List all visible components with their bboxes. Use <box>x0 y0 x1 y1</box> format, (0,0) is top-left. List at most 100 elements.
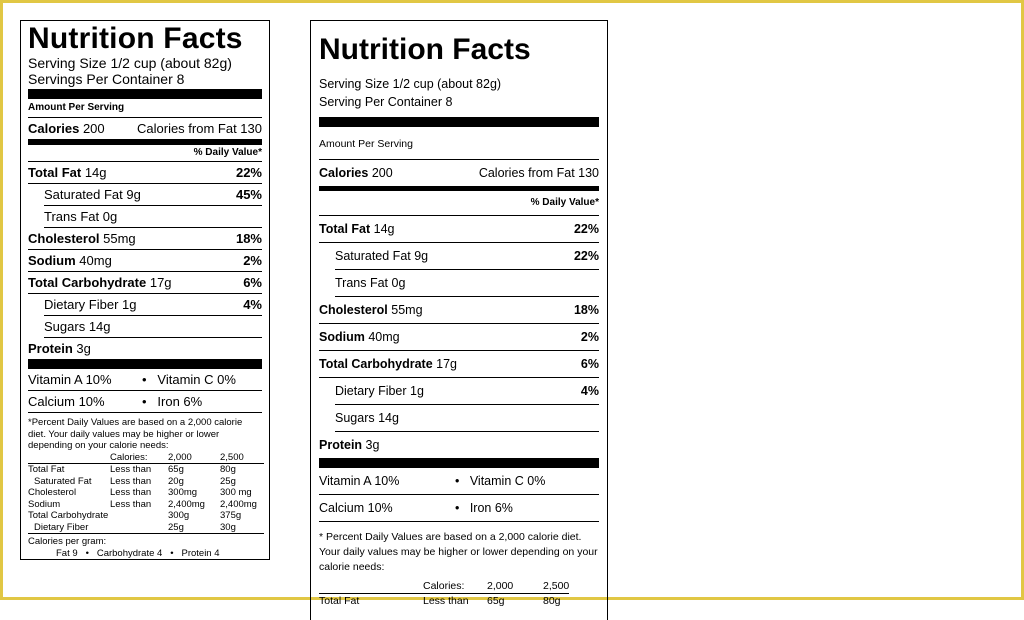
bullet: • <box>142 372 147 387</box>
dv-cell: Sodium <box>28 498 61 510</box>
label-title: Nutrition Facts <box>319 33 531 66</box>
calories-label: Calories <box>28 121 80 136</box>
serving-size: Serving Size 1/2 cup (about 82g) <box>28 55 232 71</box>
dv-cell <box>28 451 110 464</box>
nutrient-dv: 6% <box>243 275 262 290</box>
dv-table-header: Calories: 2,000 2,500 <box>28 451 264 464</box>
dv-cell: 2,000 <box>487 579 543 594</box>
nutrient-amount: 3g <box>76 341 91 356</box>
nutrient-row-total-carbohydrate: Total Carbohydrate 17g 6% <box>28 272 262 294</box>
dv-cell: 300g <box>168 510 190 521</box>
cpg-carbohydrate: Carbohydrate 4 <box>96 548 163 559</box>
nutrient-name: Trans Fat <box>335 276 389 290</box>
calories-value: 200 <box>371 166 393 180</box>
nutrient-name: Trans Fat <box>44 209 100 224</box>
nutrient-row-saturated-fat: Saturated Fat 9g 22% <box>335 243 599 270</box>
nutrient-row-total-fat: Total Fat 14g 22% <box>319 216 599 243</box>
medium-divider <box>319 186 599 191</box>
servings-per-container: Servings Per Container 8 <box>28 71 185 87</box>
nutrient-amount: 9g <box>414 249 429 263</box>
dv-cell: Dietary Fiber <box>28 521 110 534</box>
vitamin-c: Vitamin C 0% <box>469 474 546 488</box>
nutrient-name: Cholesterol <box>28 231 100 246</box>
dv-cell: Total Fat <box>28 464 65 475</box>
dv-cell: 2,500 <box>543 579 570 594</box>
footnote: *Percent Daily Values are based on a 2,0… <box>28 417 243 451</box>
nutrient-name: Cholesterol <box>319 303 388 317</box>
dv-cell <box>110 521 168 534</box>
dv-table-row: Sodium Less than 2,400mg 2,400mg <box>28 499 264 511</box>
calories-per-gram: Calories per gram: <box>28 536 107 547</box>
nutrient-name: Sodium <box>28 253 76 268</box>
dv-cell: 30g <box>220 521 264 534</box>
dv-cell: Less than <box>110 475 152 487</box>
dv-table-row: Dietary Fiber 25g 30g <box>28 521 264 534</box>
nutrient-row-sodium: Sodium 40mg 2% <box>319 324 599 351</box>
nutrient-amount: 14g <box>378 411 399 425</box>
thick-divider <box>28 89 262 99</box>
vitamin-a: Vitamin A 10% <box>319 474 400 488</box>
nutrient-name: Protein <box>319 438 363 452</box>
dv-table-row: Total Fat Less than 65g 80g <box>319 594 569 609</box>
dv-cell: 80g <box>220 464 236 475</box>
nutrient-name: Total Carbohydrate <box>319 357 433 371</box>
nutrient-dv: 4% <box>243 297 262 312</box>
dv-cell: Less than <box>110 498 152 510</box>
nutrient-amount: 0g <box>391 276 406 290</box>
amount-per-serving: Amount Per Serving <box>28 99 262 118</box>
nutrient-amount: 17g <box>149 275 172 290</box>
nutrient-row-sugars: Sugars 14g <box>44 316 262 338</box>
dv-table-row: Saturated Fat Less than 20g 25g <box>28 476 264 488</box>
dv-cell: 300 mg <box>220 487 252 498</box>
dv-cell <box>110 510 168 522</box>
nutrient-amount: 40mg <box>79 253 112 268</box>
dv-cell: Less than <box>423 595 469 607</box>
serving-size: Serving Size 1/2 cup (about 82g) <box>319 77 502 91</box>
nutrient-dv: 22% <box>235 165 262 180</box>
nutrient-name: Dietary Fiber <box>335 384 407 398</box>
cpg-protein: Protein 4 <box>181 548 220 559</box>
nutrient-row-protein: Protein 3g <box>319 432 599 458</box>
dv-cell: Calories: <box>110 451 168 464</box>
thick-divider <box>28 359 262 369</box>
nutrition-label-left: Nutrition Facts Serving Size 1/2 cup (ab… <box>20 20 270 560</box>
calories-from-fat: Calories from Fat 130 <box>137 121 262 136</box>
dv-cell: Less than <box>110 487 152 498</box>
bullet: • <box>455 501 460 515</box>
nutrient-dv: 2% <box>580 330 599 344</box>
nutrient-dv: 18% <box>235 231 262 246</box>
dv-cell: 2,400mg <box>168 498 205 510</box>
dv-cell: 65g <box>168 464 184 475</box>
nutrient-name: Total Carbohydrate <box>28 275 147 290</box>
nutrient-amount: 3g <box>365 438 380 452</box>
dv-cell: Saturated Fat <box>34 475 92 487</box>
nutrient-dv: 45% <box>235 187 262 202</box>
nutrient-row-sugars: Sugars 14g <box>335 405 599 432</box>
calories-from-fat: Calories from Fat 130 <box>478 166 599 180</box>
nutrient-row-cholesterol: Cholesterol 55mg 18% <box>28 228 262 250</box>
dv-cell: 25g <box>168 521 220 534</box>
nutrient-amount: 55mg <box>103 231 136 246</box>
mineral-row: Calcium 10% • Iron 6% <box>319 495 599 522</box>
label-title: Nutrition Facts <box>28 22 243 55</box>
dv-cell: 375g <box>220 510 242 521</box>
nutrient-name: Total Fat <box>28 165 82 180</box>
dv-cell: Calories: <box>423 579 487 594</box>
nutrient-amount: 17g <box>436 357 458 371</box>
dv-cell: 300mg <box>168 487 198 498</box>
dv-cell: 65g <box>487 595 505 607</box>
vitamin-c: Vitamin C 0% <box>157 372 236 387</box>
nutrient-name: Sodium <box>319 330 365 344</box>
nutrient-row-trans-fat: Trans Fat 0g <box>44 206 262 228</box>
nutrient-amount: 14g <box>84 165 107 180</box>
dv-table-row: Cholesterol Less than 300mg 300 mg <box>28 487 264 499</box>
cpg-fat: Fat 9 <box>56 548 78 559</box>
nutrient-row-protein: Protein 3g <box>28 338 262 359</box>
calories-label: Calories <box>319 166 369 180</box>
daily-value-header: % Daily Value* <box>319 191 599 216</box>
dv-cell: Total Fat <box>319 595 360 607</box>
dv-cell: 2,400mg <box>220 498 257 510</box>
nutrient-dv: 18% <box>573 303 599 317</box>
dv-cell: 2,500 <box>220 451 264 464</box>
daily-value-table: Calories: 2,000 2,500 Total Fat Less tha… <box>319 579 570 609</box>
